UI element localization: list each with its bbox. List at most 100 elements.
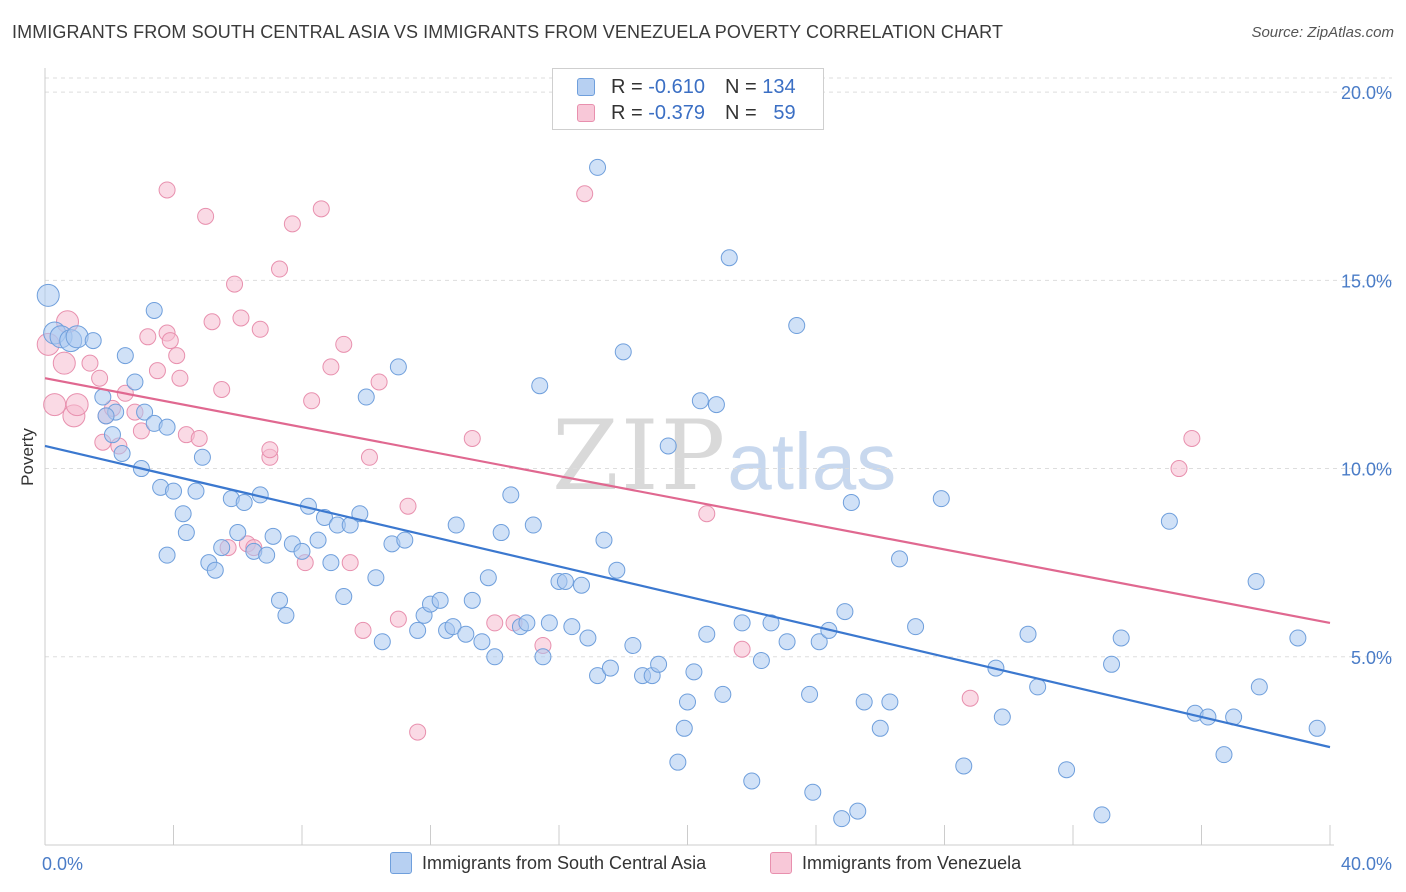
south-central-asia-point bbox=[1160, 512, 1178, 530]
series-legend-label: Immigrants from Venezuela bbox=[802, 852, 1022, 873]
south-central-asia-point bbox=[685, 663, 703, 681]
south-central-asia-point bbox=[1029, 678, 1047, 696]
south-central-asia-point bbox=[743, 772, 761, 790]
south-central-asia-point bbox=[213, 539, 231, 557]
south-central-asia-point bbox=[540, 614, 558, 632]
series-venezuela-points bbox=[36, 181, 1201, 741]
south-central-asia-point bbox=[322, 554, 340, 572]
south-central-asia-point bbox=[431, 591, 449, 609]
south-central-asia-point bbox=[293, 542, 311, 560]
south-central-asia-point bbox=[373, 633, 391, 651]
south-central-asia-point bbox=[94, 388, 112, 406]
south-central-asia-point bbox=[608, 561, 626, 579]
legend-r-label: R = bbox=[611, 101, 643, 124]
series-legend-swatch-blue bbox=[390, 852, 412, 874]
south-central-asia-point bbox=[136, 403, 154, 421]
south-central-asia-point bbox=[396, 531, 414, 549]
legend-n-value: 59 bbox=[773, 101, 796, 124]
venezuela-point bbox=[161, 332, 179, 350]
south-central-asia-point bbox=[367, 569, 385, 587]
trend-line-south-central-asia bbox=[44, 444, 1331, 749]
venezuela-point bbox=[91, 369, 109, 387]
venezuela-point bbox=[132, 422, 150, 440]
south-central-asia-point bbox=[881, 693, 899, 711]
south-central-asia-point bbox=[1093, 806, 1111, 824]
watermark-atlas: atlas bbox=[727, 417, 897, 506]
south-central-asia-point bbox=[335, 588, 353, 606]
y-tick-label: 15.0% bbox=[1341, 271, 1392, 291]
south-central-asia-point bbox=[833, 810, 851, 828]
south-central-asia-point bbox=[502, 486, 520, 504]
south-central-asia-point bbox=[206, 561, 224, 579]
south-central-asia-point bbox=[752, 652, 770, 670]
south-central-asia-point bbox=[955, 757, 973, 775]
trend-lines bbox=[44, 377, 1331, 749]
series-legend-item-venezuela: Immigrants from Venezuela bbox=[770, 852, 1021, 874]
series-legend-swatch-pink bbox=[770, 852, 792, 874]
south-central-asia-point bbox=[126, 373, 144, 391]
south-central-asia-point bbox=[675, 719, 693, 737]
legend-n-label: N = bbox=[724, 101, 757, 124]
venezuela-point bbox=[961, 689, 979, 707]
venezuela-point bbox=[232, 309, 250, 327]
venezuela-point bbox=[171, 369, 189, 387]
venezuela-point bbox=[463, 429, 481, 447]
venezuela-point bbox=[354, 621, 372, 639]
south-central-asia-point bbox=[762, 614, 780, 632]
venezuela-point bbox=[283, 215, 301, 233]
south-central-asia-point bbox=[518, 614, 536, 632]
venezuela-point bbox=[322, 358, 340, 376]
watermark: ZIPatlas bbox=[552, 400, 896, 512]
venezuela-point bbox=[251, 320, 269, 338]
y-tick-label: 20.0% bbox=[1341, 83, 1392, 103]
south-central-asia-point bbox=[473, 633, 491, 651]
venezuela-point bbox=[271, 260, 289, 278]
south-central-asia-point bbox=[733, 614, 751, 632]
south-central-asia-point bbox=[492, 524, 510, 542]
venezuela-point bbox=[190, 429, 208, 447]
south-central-asia-point bbox=[229, 524, 247, 542]
south-central-asia-point bbox=[1247, 572, 1265, 590]
south-central-asia-point bbox=[595, 531, 613, 549]
legend-swatch-pink bbox=[577, 104, 595, 122]
legend-n-value: 134 bbox=[762, 75, 796, 98]
venezuela-point bbox=[303, 392, 321, 410]
south-central-asia-point bbox=[165, 482, 182, 500]
series-legend-label: Immigrants from South Central Asia bbox=[422, 852, 707, 873]
south-central-asia-point bbox=[145, 301, 163, 319]
venezuela-point bbox=[168, 347, 186, 365]
venezuela-point bbox=[81, 354, 99, 372]
south-central-asia-point bbox=[534, 648, 552, 666]
south-central-asia-point bbox=[235, 493, 253, 511]
south-central-asia-point bbox=[849, 802, 867, 820]
venezuela-point bbox=[1183, 429, 1201, 447]
venezuela-point bbox=[43, 393, 67, 417]
south-central-asia-point bbox=[103, 426, 121, 444]
south-central-asia-point bbox=[589, 158, 607, 176]
venezuela-point bbox=[197, 207, 215, 225]
venezuela-point bbox=[399, 497, 417, 515]
x-tick-label-min: 0.0% bbox=[42, 854, 83, 874]
south-central-asia-point bbox=[271, 591, 289, 609]
grid-lines bbox=[45, 77, 1392, 658]
legend-row-venezuela: R = -0.379 N = 59 bbox=[577, 101, 796, 125]
series-legend: Immigrants from South Central Asia Immig… bbox=[0, 852, 1406, 878]
south-central-asia-point bbox=[714, 685, 732, 703]
venezuela-point bbox=[370, 373, 388, 391]
south-central-asia-point bbox=[650, 655, 668, 673]
south-central-asia-point bbox=[1019, 625, 1037, 643]
series-legend-item-south-central-asia: Immigrants from South Central Asia bbox=[390, 852, 706, 874]
axis-labels: 5.0% 10.0% 15.0% 20.0% 0.0% 40.0% Poverty bbox=[18, 83, 1392, 874]
venezuela-point bbox=[389, 610, 407, 628]
south-central-asia-point bbox=[563, 618, 581, 636]
venezuela-point bbox=[226, 275, 244, 293]
venezuela-point bbox=[139, 328, 157, 346]
source-credit: Source: ZipAtlas.com bbox=[1251, 24, 1394, 41]
south-central-asia-point bbox=[579, 629, 597, 647]
south-central-asia-point bbox=[479, 569, 497, 587]
south-central-asia-point bbox=[993, 708, 1011, 726]
south-central-asia-point bbox=[614, 343, 632, 361]
south-central-asia-point bbox=[177, 524, 195, 542]
trend-line-venezuela bbox=[44, 377, 1331, 624]
